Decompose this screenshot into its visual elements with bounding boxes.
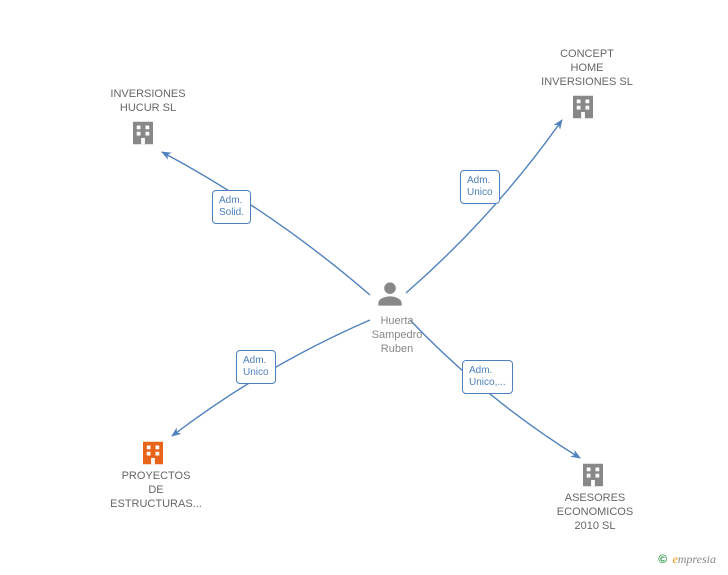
building-icon-inversiones-hucur[interactable]: [128, 118, 158, 153]
node-label-proyectos-estructuras[interactable]: PROYECTOS DE ESTRUCTURAS...: [96, 470, 216, 511]
edge-edge-concept: [406, 120, 562, 293]
center-node-label: Huerta Sampedro Ruben: [362, 315, 432, 356]
node-label-inversiones-hucur[interactable]: INVERSIONES HUCUR SL: [98, 88, 198, 116]
building-icon-proyectos-estructuras[interactable]: [138, 438, 168, 473]
edge-badge-edge-asesores[interactable]: Adm. Unico,...: [462, 360, 513, 394]
edge-edge-hucur: [162, 152, 370, 295]
footer-attribution: © empresia: [658, 552, 716, 567]
building-icon-asesores-economicos[interactable]: [578, 460, 608, 495]
building-icon-concept-home[interactable]: [568, 92, 598, 127]
edge-badge-edge-hucur[interactable]: Adm. Solid.: [212, 190, 251, 224]
copyright-symbol: ©: [658, 552, 667, 566]
node-label-asesores-economicos[interactable]: ASESORES ECONOMICOS 2010 SL: [540, 492, 650, 533]
person-icon: [376, 280, 404, 313]
node-label-concept-home[interactable]: CONCEPT HOME INVERSIONES SL: [532, 48, 642, 89]
brand-rest: mpresia: [678, 552, 716, 566]
edge-badge-edge-concept[interactable]: Adm. Unico: [460, 170, 500, 204]
edge-badge-edge-proyectos[interactable]: Adm. Unico: [236, 350, 276, 384]
